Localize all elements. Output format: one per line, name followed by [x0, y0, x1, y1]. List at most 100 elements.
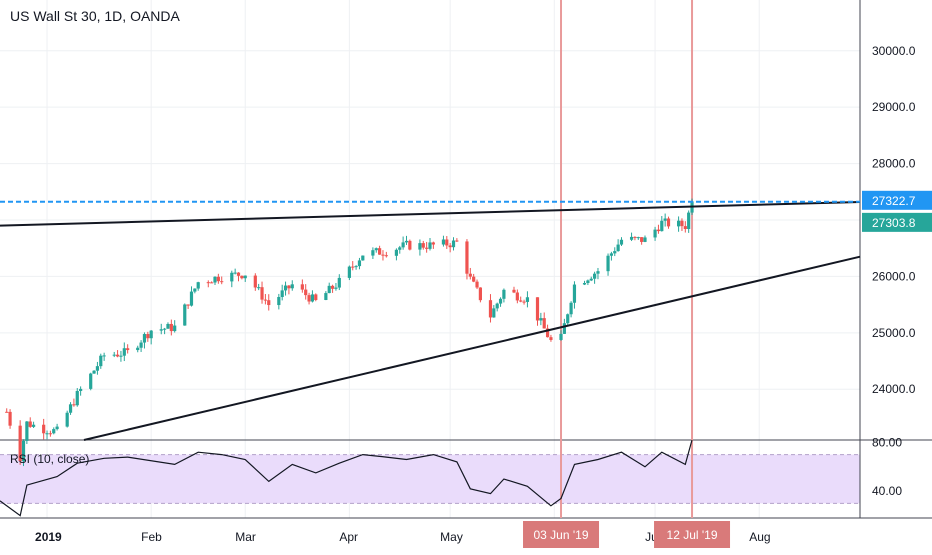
candle-body	[582, 282, 587, 285]
candle-body	[683, 226, 687, 229]
candle-body	[539, 318, 543, 321]
candle-body	[79, 388, 83, 391]
candle-body	[213, 276, 217, 283]
candle-body	[643, 237, 647, 242]
candle-body	[431, 242, 435, 245]
candle-body	[102, 355, 106, 357]
price-tick-label: 30000.0	[872, 44, 916, 58]
candle-body	[206, 282, 210, 284]
chart-title: US Wall St 30, 1D, OANDA	[10, 8, 180, 24]
candle-body	[89, 373, 93, 389]
candle-body	[384, 255, 388, 257]
marker-date-badge	[654, 521, 731, 548]
candle-body	[334, 287, 338, 289]
candle-body	[425, 247, 429, 249]
candle-body	[173, 325, 177, 332]
candle-body	[95, 366, 100, 371]
candle-body	[613, 251, 617, 254]
candle-body	[216, 276, 220, 282]
candle-body	[233, 272, 237, 274]
candle-body	[196, 282, 200, 289]
candle-body	[378, 248, 382, 255]
candle-body	[680, 220, 684, 227]
candle-body	[569, 302, 573, 315]
candle-body	[609, 253, 614, 256]
candle-body	[136, 347, 140, 351]
candle-body	[404, 240, 409, 243]
candle-body	[676, 220, 681, 227]
candle-body	[522, 301, 526, 303]
candle-body	[616, 244, 620, 252]
candle-body	[324, 293, 328, 300]
candle-body	[45, 433, 49, 435]
candle-body	[280, 290, 284, 298]
candle-body	[99, 355, 103, 367]
candle-body	[18, 425, 22, 462]
candle-body	[193, 288, 197, 292]
candle-body	[307, 295, 311, 302]
time-tick-label: May	[440, 530, 463, 544]
marker-date-label: 03 Jun '19	[534, 528, 589, 542]
time-tick-label: Feb	[141, 530, 162, 544]
candle-body	[566, 314, 570, 324]
price-tick-label: 24000.0	[872, 382, 916, 396]
candle-body	[488, 300, 493, 318]
candle-body	[593, 273, 597, 279]
candle-body	[361, 255, 365, 261]
candle-body	[42, 424, 46, 434]
candle-body	[472, 276, 476, 282]
candle-body	[619, 239, 624, 245]
candle-body	[478, 287, 482, 301]
candle-body	[394, 249, 399, 256]
candle-body	[72, 404, 76, 406]
candle-body	[445, 239, 449, 246]
rsi-title: RSI (10, close)	[10, 452, 90, 466]
candle-body	[230, 272, 234, 282]
candle-body	[502, 289, 506, 299]
candle-body	[21, 440, 26, 462]
candle-body	[545, 328, 550, 338]
marker-date-badge	[523, 521, 600, 548]
candle-body	[210, 282, 214, 284]
candle-body	[300, 284, 304, 290]
candle-body	[381, 254, 385, 256]
candle-body	[337, 277, 341, 288]
candle-body	[169, 323, 173, 332]
candle-body	[330, 285, 335, 289]
candle-body	[354, 266, 358, 268]
candle-body	[687, 212, 691, 229]
candle-body	[357, 260, 362, 267]
candle-body	[112, 354, 116, 356]
candle-body	[8, 411, 12, 426]
candle-body	[240, 275, 244, 279]
candle-body	[535, 297, 540, 321]
candle-body	[629, 236, 634, 240]
candle-body	[519, 300, 523, 302]
candle-body	[559, 333, 563, 340]
candle-body	[119, 355, 123, 357]
candle-body	[525, 297, 530, 302]
candle-body	[139, 342, 143, 348]
time-tick-label: Mar	[235, 530, 256, 544]
last-price-badge	[862, 212, 932, 232]
candle-body	[663, 218, 667, 221]
candle-body	[398, 247, 402, 250]
candle-body	[260, 287, 264, 300]
price-tick-label: 26000.0	[872, 269, 916, 283]
candle-body	[492, 308, 496, 318]
candle-body	[371, 250, 375, 256]
candle-body	[451, 240, 456, 248]
candle-body	[428, 242, 432, 249]
candle-body	[183, 304, 187, 326]
candle-body	[122, 348, 126, 356]
price-tick-label: 28000.0	[872, 157, 916, 171]
candle-body	[660, 220, 664, 232]
candle-body	[636, 237, 640, 239]
candle-body	[163, 328, 167, 330]
candle-body	[596, 271, 600, 274]
candle-body	[562, 323, 566, 334]
candle-body	[142, 334, 147, 343]
price-tick-label: 29000.0	[872, 100, 916, 114]
